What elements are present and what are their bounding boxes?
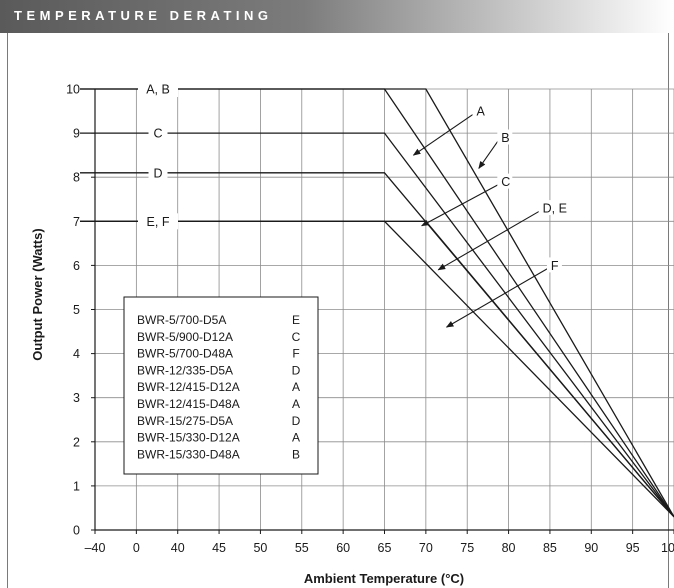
- x-tick-label: 10: [661, 541, 674, 555]
- legend-curve: A: [292, 380, 300, 394]
- legend-curve: D: [292, 414, 301, 428]
- slope-label-bg: [546, 257, 562, 273]
- legend-model: BWR-15/330-D48A: [137, 447, 240, 461]
- slope-label-bg: [472, 103, 488, 119]
- slope-arrow: [478, 140, 499, 170]
- slope-arrow: [421, 184, 499, 227]
- legend-curve: C: [292, 330, 301, 344]
- slope-label-bg: [497, 173, 513, 189]
- y-tick-label: 8: [73, 171, 80, 185]
- frame-right-border: [668, 33, 669, 588]
- x-axis-label: Ambient Temperature (°C): [304, 571, 464, 586]
- flat-label-bg: [138, 81, 178, 97]
- x-tick-label: 60: [336, 541, 350, 555]
- slope-label-a: A: [476, 105, 485, 119]
- chart-legend: BWR-5/700-D5A E BWR-5/900-D12A C BWR-5/700-D…: [123, 296, 319, 475]
- y-tick-label: 10: [66, 83, 80, 97]
- legend-curve: F: [292, 347, 299, 361]
- x-tick-label: 85: [543, 541, 557, 555]
- flat-label-bg: [148, 164, 168, 181]
- x-tick-label: 90: [584, 541, 598, 555]
- x-tick-label: 80: [502, 541, 516, 555]
- section-title: TEMPERATURE DERATING: [14, 8, 273, 23]
- x-tick-label: 55: [295, 541, 309, 555]
- x-tick-label: 75: [460, 541, 474, 555]
- legend-curve: A: [292, 431, 300, 445]
- slope-label-de: D, E: [543, 202, 567, 216]
- flat-label-ef: E, F: [147, 215, 170, 229]
- frame-left-border: [7, 33, 8, 588]
- y-tick-label: 9: [73, 127, 80, 141]
- section-header: TEMPERATURE DERATING: [0, 0, 674, 33]
- x-tick-label: 45: [212, 541, 226, 555]
- legend-model: BWR-5/900-D12A: [137, 330, 233, 344]
- x-tick-label: –40: [85, 541, 106, 555]
- legend-box: [123, 296, 319, 475]
- x-tick-label: 40: [171, 541, 185, 555]
- legend-curve: B: [292, 447, 300, 461]
- flat-label-c: C: [153, 127, 162, 141]
- y-axis-label: Output Power (Watts): [30, 228, 45, 360]
- slope-label-b: B: [501, 131, 509, 145]
- y-tick-label: 1: [73, 479, 80, 493]
- legend-model: BWR-12/335-D5A: [137, 363, 233, 377]
- legend-curve: A: [292, 397, 300, 411]
- legend-model: BWR-15/275-D5A: [137, 414, 233, 428]
- y-tick-label: 0: [73, 524, 80, 538]
- legend-model: BWR-5/700-D5A: [137, 313, 226, 327]
- legend-curve: D: [292, 363, 301, 377]
- slope-arrow: [412, 113, 474, 156]
- curve-f: [80, 220, 674, 518]
- y-tick-label: 6: [73, 259, 80, 273]
- slope-label-f: F: [551, 259, 559, 273]
- legend-model: BWR-12/415-D48A: [137, 397, 240, 411]
- y-tick-label: 7: [73, 215, 80, 229]
- slope-label-bg: [497, 129, 513, 145]
- legend-model: BWR-5/700-D48A: [137, 347, 233, 361]
- curve-c: [80, 132, 674, 518]
- x-tick-label: 50: [253, 541, 267, 555]
- flat-labels: A, B C D E, F: [138, 81, 178, 230]
- y-tick-label: 2: [73, 435, 80, 449]
- flat-label-ab: A, B: [146, 83, 170, 97]
- legend-model: BWR-12/415-D12A: [137, 380, 240, 394]
- x-tick-label: 95: [626, 541, 640, 555]
- slope-arrow: [437, 210, 540, 271]
- legend-model: BWR-15/330-D12A: [137, 431, 240, 445]
- y-tick-label: 3: [73, 391, 80, 405]
- x-tick-label: 65: [378, 541, 392, 555]
- slope-label-bg: [538, 200, 575, 216]
- slope-labels: A B C D, E F: [412, 103, 575, 328]
- slope-arrow: [445, 267, 549, 328]
- slope-label-c: C: [501, 175, 510, 189]
- flat-label-bg: [138, 213, 178, 230]
- flat-label-bg: [148, 125, 168, 142]
- x-tick-label: 70: [419, 541, 433, 555]
- chart-axes: –40 0 40 45 50 55 60 65 70 75 80 85 90 95 100123456789…: [66, 83, 674, 555]
- curve-b: [80, 88, 674, 518]
- y-tick-label: 5: [73, 303, 80, 317]
- y-tick-label: 4: [73, 347, 80, 361]
- legend-curve: E: [292, 313, 300, 327]
- flat-label-d: D: [153, 166, 162, 180]
- x-tick-label: 0: [133, 541, 140, 555]
